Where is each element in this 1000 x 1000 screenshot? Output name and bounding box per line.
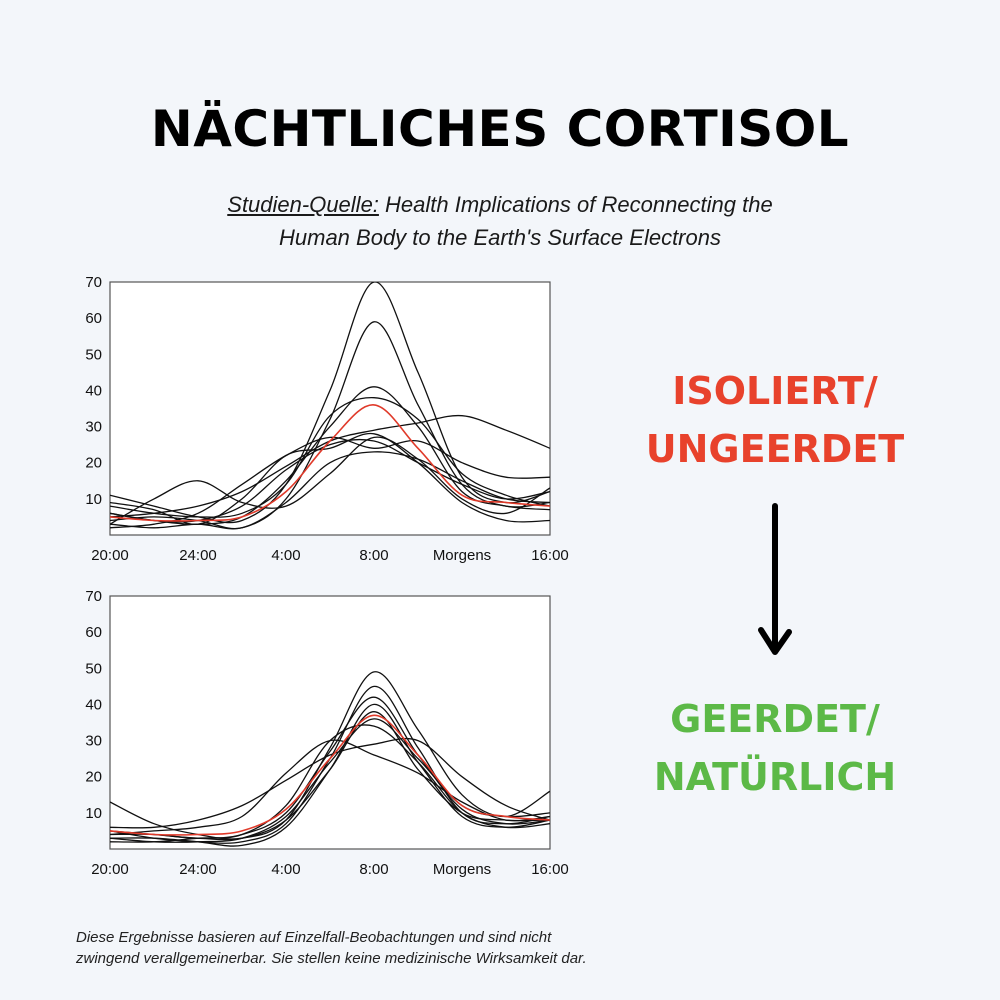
arrow-down-icon	[758, 503, 792, 655]
label-grounded-line2: NATÜRLICH	[653, 755, 897, 799]
page-title: NÄCHTLICHES CORTISOL	[150, 100, 850, 158]
chart-grounded-y-tick-label: 30	[85, 733, 102, 750]
chart-isolated-series-line	[110, 451, 550, 530]
disclaimer-line2: zwingend verallgemeinerbar. Sie stellen …	[76, 950, 587, 967]
chart-isolated-y-tick-label: 30	[85, 419, 102, 436]
chart-grounded-y-tick-label: 20	[85, 769, 102, 786]
chart-grounded-x-tick-label: 16:00	[531, 861, 569, 878]
chart-isolated-x-tick-label: 4:00	[271, 547, 300, 564]
chart-grounded-x-tick-label: Morgens	[433, 861, 491, 878]
chart-grounded-y-tick-label: 50	[85, 660, 102, 677]
study-source: Studien-Quelle: Health Implications of R…	[140, 188, 860, 254]
disclaimer-line1: Diese Ergebnisse basieren auf Einzelfall…	[76, 929, 552, 946]
chart-grounded-y-tick-label: 10	[85, 805, 102, 822]
chart-grounded-x-tick-label: 20:00	[91, 861, 129, 878]
chart-grounded-x-tick-label: 8:00	[359, 861, 388, 878]
chart-grounded-y-tick-label: 60	[85, 624, 102, 641]
study-source-title-line1: Health Implications of Reconnecting the	[385, 192, 773, 217]
chart-isolated-series-line	[110, 397, 550, 518]
chart-isolated-series-line	[110, 436, 550, 529]
chart-isolated-x-tick-label: 20:00	[91, 547, 129, 564]
label-grounded: GEERDET/ NATÜRLICH	[600, 690, 950, 806]
chart-isolated-x-tick-label: 16:00	[531, 547, 569, 564]
chart-grounded-x-tick-label: 24:00	[179, 861, 217, 878]
chart-grounded-series-line	[110, 671, 550, 840]
chart-isolated-series-line	[110, 436, 550, 525]
chart-grounded-y-tick-label: 40	[85, 696, 102, 713]
chart-grounded: 70 60 50 40 30 20 10 20:00 24:00 4:00 8:00 Morgens 1…	[70, 584, 590, 884]
chart-grounded-series-line	[110, 724, 550, 843]
chart-grounded-mean-line	[110, 714, 550, 836]
study-source-label: Studien-Quelle:	[227, 192, 379, 217]
chart-isolated-svg: 70 60 50 40 30 20 10 20:00 24:00 4:00 8:00 Morgens 1…	[85, 274, 569, 564]
chart-isolated-x-tick-label: 24:00	[179, 547, 217, 564]
chart-isolated-y-tick-label: 70	[85, 274, 102, 291]
study-source-title-line2: Human Body to the Earth's Surface Electr…	[279, 225, 721, 250]
chart-grounded-y-tick-label: 70	[85, 588, 102, 605]
chart-grounded-series-line	[110, 737, 550, 829]
label-isolated: ISOLIERT/ UNGEERDET	[600, 362, 950, 478]
chart-isolated-x-tick-label: 8:00	[359, 547, 388, 564]
chart-isolated-series-line	[110, 438, 550, 523]
chart-isolated-x-tick-label: Morgens	[433, 547, 491, 564]
chart-isolated-y-tick-label: 10	[85, 491, 102, 508]
chart-isolated: 70 60 50 40 30 20 10 20:00 24:00 4:00 8:00 Morgens 1…	[70, 270, 590, 570]
chart-isolated-y-tick-label: 40	[85, 382, 102, 399]
study-source-line1: Studien-Quelle: Health Implications of R…	[140, 188, 860, 221]
label-grounded-line1: GEERDET/	[670, 697, 880, 741]
chart-grounded-svg: 70 60 50 40 30 20 10 20:00 24:00 4:00 8:00 Morgens 1…	[85, 588, 569, 878]
chart-isolated-y-tick-label: 20	[85, 455, 102, 472]
chart-isolated-y-tick-label: 60	[85, 310, 102, 327]
chart-isolated-mean-line	[110, 404, 550, 522]
label-isolated-line2: UNGEERDET	[645, 427, 905, 471]
chart-grounded-series-line	[110, 711, 550, 841]
chart-grounded-x-tick-label: 4:00	[271, 861, 300, 878]
chart-isolated-y-tick-label: 50	[85, 346, 102, 363]
chart-isolated-series-line	[110, 432, 550, 525]
disclaimer: Diese Ergebnisse basieren auf Einzelfall…	[76, 927, 696, 969]
label-isolated-line1: ISOLIERT/	[672, 369, 878, 413]
